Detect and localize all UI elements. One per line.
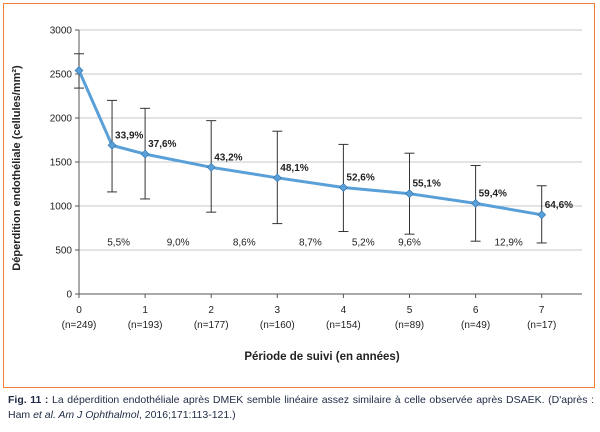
chart-frame: [3, 3, 595, 388]
y-axis-label: Déperdition endothéliale (cellules/mm²): [11, 65, 23, 271]
data-label: 52,6%: [346, 173, 374, 184]
data-point: [537, 210, 547, 220]
interval-label: 8,7%: [299, 238, 322, 249]
x-tick-label: 7: [539, 305, 545, 316]
x-tick-sample-size: (n=177): [194, 320, 229, 331]
x-tick-label: 0: [76, 305, 82, 316]
x-tick-label: 1: [142, 305, 148, 316]
interval-label: 8,6%: [233, 238, 256, 249]
caption-text: La déperdition endothéliale après DMEK s…: [8, 394, 594, 421]
x-tick-label: 5: [407, 305, 413, 316]
x-tick-sample-size: (n=193): [128, 320, 163, 331]
x-tick-label: 4: [341, 305, 347, 316]
y-tick-label: 1500: [50, 158, 73, 169]
data-point: [405, 189, 414, 199]
interval-label: 5,2%: [352, 238, 375, 249]
y-tick-label: 500: [55, 246, 72, 257]
chart: 0 500 1000 1500 2000 2500 3000 0 (n=249) 1 (n=193)…: [11, 26, 582, 363]
data-points: [74, 66, 547, 220]
figure-number: Fig. 11 :: [8, 394, 49, 406]
data-label: 33,9%: [115, 130, 143, 141]
caption-etal: et al.: [33, 409, 56, 421]
x-tick-label: 2: [208, 305, 214, 316]
interval-label: 9,0%: [167, 238, 190, 249]
x-tick-sample-size: (n=154): [326, 320, 361, 331]
axes: [75, 29, 582, 298]
data-point: [206, 162, 216, 172]
caption-citation: , 2016;171:113-121.): [138, 409, 236, 421]
figure-caption: Fig. 11 : La déperdition endothéliale ap…: [8, 393, 594, 423]
x-axis-label: Période de suivi (en années): [244, 351, 399, 363]
interval-label: 12,9%: [494, 238, 522, 249]
data-point: [272, 173, 282, 183]
interval-label: 5,5%: [107, 238, 130, 249]
interval-label: 9,6%: [398, 238, 421, 249]
data-label: 37,6%: [148, 139, 176, 150]
x-tick-label: 3: [275, 305, 281, 316]
tick-labels: 0 500 1000 1500 2000 2500 3000 0 (n=249) 1 (n=193)…: [50, 26, 557, 332]
data-point: [107, 140, 117, 150]
data-label: 64,6%: [545, 200, 573, 211]
y-tick-label: 0: [66, 290, 72, 301]
data-labels: 33,9% 37,6% 43,2% 48,1% 52,6% 55,1% 59,4% 64,6%…: [107, 130, 573, 248]
data-point: [74, 66, 84, 75]
x-tick-sample-size: (n=89): [395, 320, 424, 331]
data-point: [338, 183, 348, 192]
x-tick-sample-size: (n=249): [62, 320, 97, 331]
data-label: 59,4%: [479, 188, 507, 199]
x-tick-sample-size: (n=17): [527, 320, 556, 331]
x-tick-sample-size: (n=49): [461, 320, 490, 331]
x-tick-sample-size: (n=160): [260, 320, 295, 331]
data-label: 43,2%: [214, 152, 242, 163]
y-tick-label: 1000: [50, 202, 73, 213]
x-tick-label: 6: [473, 305, 479, 316]
y-tick-label: 3000: [50, 26, 73, 37]
y-tick-label: 2000: [50, 114, 73, 125]
data-label: 55,1%: [413, 179, 441, 190]
caption-journal: Am J Ophthalmol: [55, 409, 139, 421]
data-point: [140, 149, 150, 159]
y-tick-label: 2500: [50, 70, 73, 81]
data-point: [471, 198, 481, 208]
data-label: 48,1%: [280, 163, 308, 174]
error-bars: [74, 53, 547, 244]
